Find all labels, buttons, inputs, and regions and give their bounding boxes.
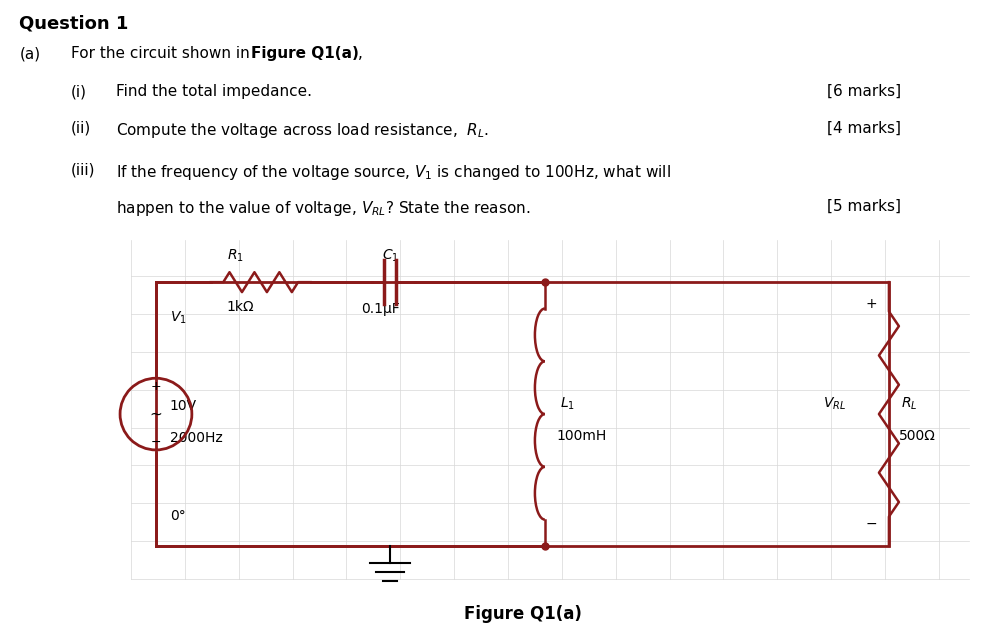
Text: 0°: 0° bbox=[170, 509, 186, 523]
Text: For the circuit shown in: For the circuit shown in bbox=[71, 46, 255, 61]
Text: (a): (a) bbox=[19, 46, 40, 61]
Text: $L_1$: $L_1$ bbox=[560, 396, 575, 412]
Bar bbox=[155, 282, 888, 546]
Text: −: − bbox=[865, 517, 876, 531]
Text: (iii): (iii) bbox=[71, 163, 95, 178]
Text: [6 marks]: [6 marks] bbox=[826, 84, 901, 99]
Text: $V_{RL}$: $V_{RL}$ bbox=[821, 396, 845, 412]
Text: 500Ω: 500Ω bbox=[898, 429, 935, 443]
Text: $V_1$: $V_1$ bbox=[170, 310, 187, 326]
Text: ~: ~ bbox=[149, 406, 162, 422]
Text: If the frequency of the voltage source, $V_1$ is changed to 100Hz, what will: If the frequency of the voltage source, … bbox=[116, 163, 670, 182]
Text: ,: , bbox=[357, 46, 362, 61]
Text: Figure Q1(a): Figure Q1(a) bbox=[251, 46, 358, 61]
Text: Figure Q1(a): Figure Q1(a) bbox=[463, 605, 581, 623]
Text: Question 1: Question 1 bbox=[19, 15, 128, 32]
Text: (i): (i) bbox=[71, 84, 87, 99]
Text: +: + bbox=[150, 380, 161, 392]
Text: (ii): (ii) bbox=[71, 121, 91, 136]
Text: $R_L$: $R_L$ bbox=[900, 396, 917, 412]
Text: [4 marks]: [4 marks] bbox=[826, 121, 901, 136]
Text: 0.1μF: 0.1μF bbox=[361, 302, 399, 316]
Text: 100mH: 100mH bbox=[557, 429, 607, 443]
Text: $R_1$: $R_1$ bbox=[227, 248, 244, 264]
Text: $C_1$: $C_1$ bbox=[381, 248, 398, 264]
Text: Find the total impedance.: Find the total impedance. bbox=[116, 84, 312, 99]
Text: 1kΩ: 1kΩ bbox=[227, 300, 255, 314]
Text: −: − bbox=[150, 436, 161, 448]
Text: +: + bbox=[865, 297, 876, 311]
Text: [5 marks]: [5 marks] bbox=[826, 199, 901, 213]
Text: happen to the value of voltage, $V_{RL}$? State the reason.: happen to the value of voltage, $V_{RL}$… bbox=[116, 199, 530, 218]
Text: Compute the voltage across load resistance,  $R_L$.: Compute the voltage across load resistan… bbox=[116, 121, 488, 140]
Text: 2000Hz: 2000Hz bbox=[170, 431, 223, 445]
Text: 10V: 10V bbox=[170, 399, 197, 413]
